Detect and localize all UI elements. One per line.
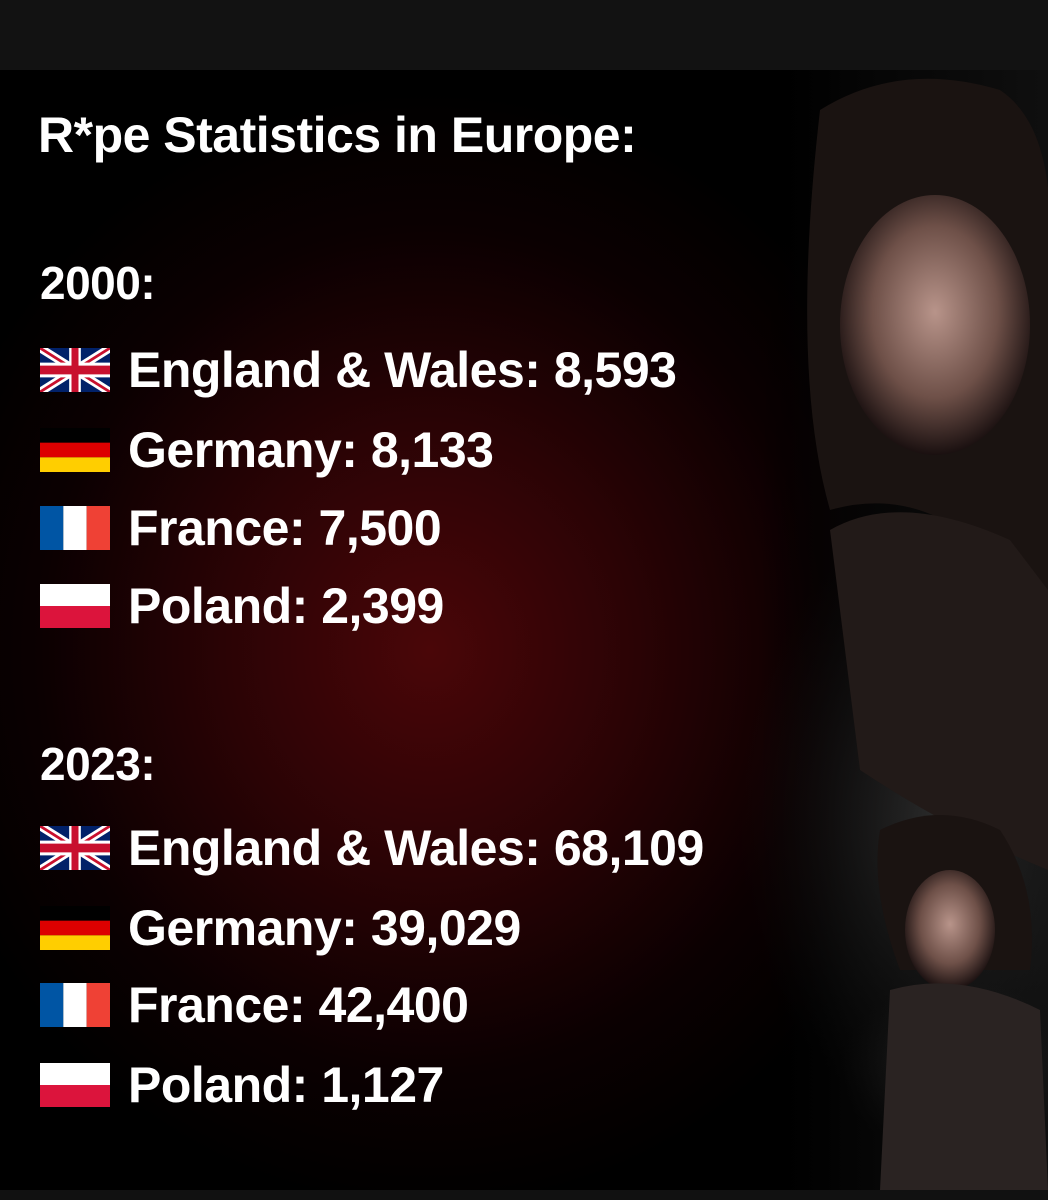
stat-text: England & Wales: 68,109 [128, 819, 704, 877]
stat-row: England & Wales: 68,109 [40, 818, 704, 878]
stat-text: France: 42,400 [128, 976, 469, 1034]
stat-row: France: 7,500 [40, 498, 442, 558]
count: 8,133 [370, 422, 494, 478]
infographic: R*pe Statistics in Europe: 2000: England… [0, 70, 1048, 1190]
stat-row: France: 42,400 [40, 975, 469, 1035]
country: Germany: [128, 422, 358, 478]
flag-france [40, 506, 110, 550]
country: Poland: [128, 1057, 308, 1113]
country: Germany: [128, 900, 358, 956]
country: France: [128, 977, 306, 1033]
flag-poland [40, 1063, 110, 1107]
stat-row: Germany: 39,029 [40, 898, 521, 958]
bottom-bar [0, 1190, 1048, 1200]
year-heading: 2000: [40, 257, 156, 309]
count: 68,109 [553, 820, 704, 876]
stat-row: Poland: 2,399 [40, 576, 444, 636]
stat-text: Poland: 2,399 [128, 577, 444, 635]
year-heading: 2023: [40, 738, 156, 790]
stat-text: France: 7,500 [128, 499, 442, 557]
flag-germany [40, 428, 110, 472]
count: 39,029 [370, 900, 521, 956]
stat-text: Poland: 1,127 [128, 1056, 444, 1114]
count: 1,127 [321, 1057, 444, 1113]
flag-uk [40, 348, 110, 392]
stat-text: Germany: 39,029 [128, 899, 521, 957]
country: Poland: [128, 578, 308, 634]
background-photo [740, 70, 1048, 1190]
country: England & Wales: [128, 342, 541, 398]
count: 7,500 [318, 500, 442, 556]
flag-uk [40, 826, 110, 870]
flag-germany [40, 906, 110, 950]
flag-france [40, 983, 110, 1027]
stat-row: England & Wales: 8,593 [40, 340, 677, 400]
stat-row: Poland: 1,127 [40, 1055, 444, 1115]
stat-text: Germany: 8,133 [128, 421, 494, 479]
stat-row: Germany: 8,133 [40, 420, 494, 480]
country: France: [128, 500, 306, 556]
count: 8,593 [553, 342, 677, 398]
stat-text: England & Wales: 8,593 [128, 341, 677, 399]
country: England & Wales: [128, 820, 541, 876]
count: 42,400 [318, 977, 469, 1033]
flag-poland [40, 584, 110, 628]
count: 2,399 [321, 578, 444, 634]
title: R*pe Statistics in Europe: [38, 107, 637, 163]
top-bar [0, 0, 1048, 70]
